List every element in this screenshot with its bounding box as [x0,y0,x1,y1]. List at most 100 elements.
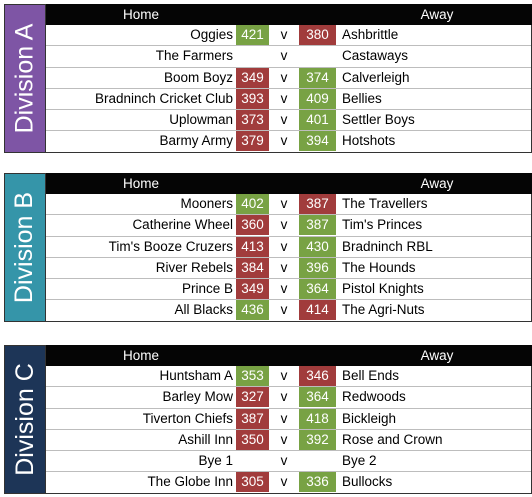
home-score: 384 [236,257,269,278]
versus-label: v [280,302,288,318]
home-team: Bradninch Cricket Club [94,90,233,106]
table-row: Bradninch Cricket Club 393 v 409 Bellies [46,88,532,111]
away-team: Bell Ends [342,368,400,383]
home-team: Tiverton Chiefs [142,410,233,426]
versus-label: v [280,453,288,469]
table-row: Catherine Wheel 360 v 387 Tim's Princes [46,215,532,237]
home-team: Prince B [181,281,233,297]
away-team: Redwoods [342,389,406,405]
division-name: Division C [10,363,39,476]
away-score: 380 [299,25,336,45]
table-row: Uplowman 373 v 401 Settler Boys [46,110,532,132]
versus-label: v [280,259,288,275]
away-team: Bellies [342,90,382,106]
table-border-bottom [46,320,532,322]
away-team: The Hounds [342,259,416,275]
home-team: Uplowman [169,112,233,128]
away-score: 336 [299,472,336,493]
away-team: Hotshots [342,133,396,149]
home-score: 353 [236,366,269,386]
home-team: Oggies [190,27,233,42]
home-score: 421 [236,25,269,45]
versus-label: v [280,90,288,106]
home-team: Ashill Inn [178,431,233,447]
home-team: All Blacks [174,302,233,318]
versus-label: v [280,217,288,233]
home-score: 373 [236,110,269,131]
versus-label: v [280,238,288,254]
fixtures-table: Home Away Mooners 402 v 387 The Travellers Cath… [46,173,532,322]
versus-label: v [280,474,288,490]
home-score: 379 [236,131,269,152]
away-team: The Travellers [342,196,428,211]
away-column-header: Away [420,176,454,191]
table-header: Home Away [46,173,532,194]
away-team: Rose and Crown [342,431,443,447]
away-team: The Agri-Nuts [342,302,425,318]
away-score: 401 [299,110,336,131]
table-row: The Globe Inn 305 v 336 Bullocks [46,472,532,494]
away-score: 414 [299,300,336,321]
away-score: 409 [299,88,336,109]
away-score: 394 [299,131,336,152]
home-team: Tim's Booze Cruzers [108,238,233,254]
versus-label: v [280,431,288,447]
away-team: Ashbrittle [342,27,399,42]
table-row: Prince B 349 v 364 Pistol Knights [46,279,532,301]
versus-label: v [280,368,288,383]
away-score: 364 [299,279,336,300]
versus-label: v [280,133,288,149]
home-team: River Rebels [155,259,233,275]
home-score: 305 [236,472,269,493]
home-score: 350 [236,429,269,450]
division-label: Division C [4,345,46,494]
home-team: Boom Boyz [163,69,233,85]
away-score: 387 [299,194,336,214]
home-score: 436 [236,300,269,321]
division-block: Division C Home Away Huntsham A 353 v 346 Bell … [4,345,532,494]
table-row: Barmy Army 379 v 394 Hotshots [46,131,532,153]
table-row: Boom Boyz 349 v 374 Calverleigh [46,67,532,89]
home-score: 393 [236,88,269,109]
division-block: Division B Home Away Mooners 402 v 387 The Trav… [4,173,532,322]
versus-label: v [280,69,288,85]
away-team: Bye 2 [342,453,377,469]
away-team: Bullocks [342,474,393,490]
home-column-header: Home [122,176,159,191]
table-border-bottom [46,492,532,494]
versus-label: v [280,48,288,64]
versus-label: v [280,112,288,128]
division-label: Division A [4,4,46,153]
home-score: 349 [236,279,269,300]
table-row: Mooners 402 v 387 The Travellers [46,194,532,216]
away-team: Bickleigh [342,410,397,426]
table-row: Tiverton Chiefs 387 v 418 Bickleigh [46,408,532,430]
versus-label: v [280,196,288,211]
table-header: Home Away [46,345,532,366]
table-row: Tim's Booze Cruzers 413 v 430 Bradninch RBL [46,236,532,258]
home-score: 349 [236,67,269,88]
table-row: River Rebels 384 v 396 The Hounds [46,257,532,280]
away-column-header: Away [420,7,454,22]
division-label: Division B [4,173,46,322]
away-team: Calverleigh [342,69,410,85]
home-team: Barley Mow [162,389,233,405]
versus-label: v [280,27,288,42]
table-row: Bye 1 v Bye 2 [46,451,532,473]
table-row: Huntsham A 353 v 346 Bell Ends [46,366,532,388]
home-score: 360 [236,215,269,236]
away-score: 392 [299,429,336,450]
fixtures-table: Home Away Huntsham A 353 v 346 Bell Ends Barley… [46,345,532,494]
home-score: 413 [236,236,269,257]
division-block: Division A Home Away Oggies 421 v 380 Ashbrittl… [4,4,532,153]
away-score: 430 [299,236,336,257]
table-header: Home Away [46,4,532,25]
home-team: Mooners [180,196,233,211]
fixtures-table: Home Away Oggies 421 v 380 Ashbrittle The Farme… [46,4,532,153]
home-team: The Farmers [155,48,233,64]
home-score: 387 [236,408,269,429]
home-column-header: Home [122,348,159,363]
away-score: 387 [299,215,336,236]
home-team: Bye 1 [198,453,233,469]
away-team: Pistol Knights [342,281,424,297]
